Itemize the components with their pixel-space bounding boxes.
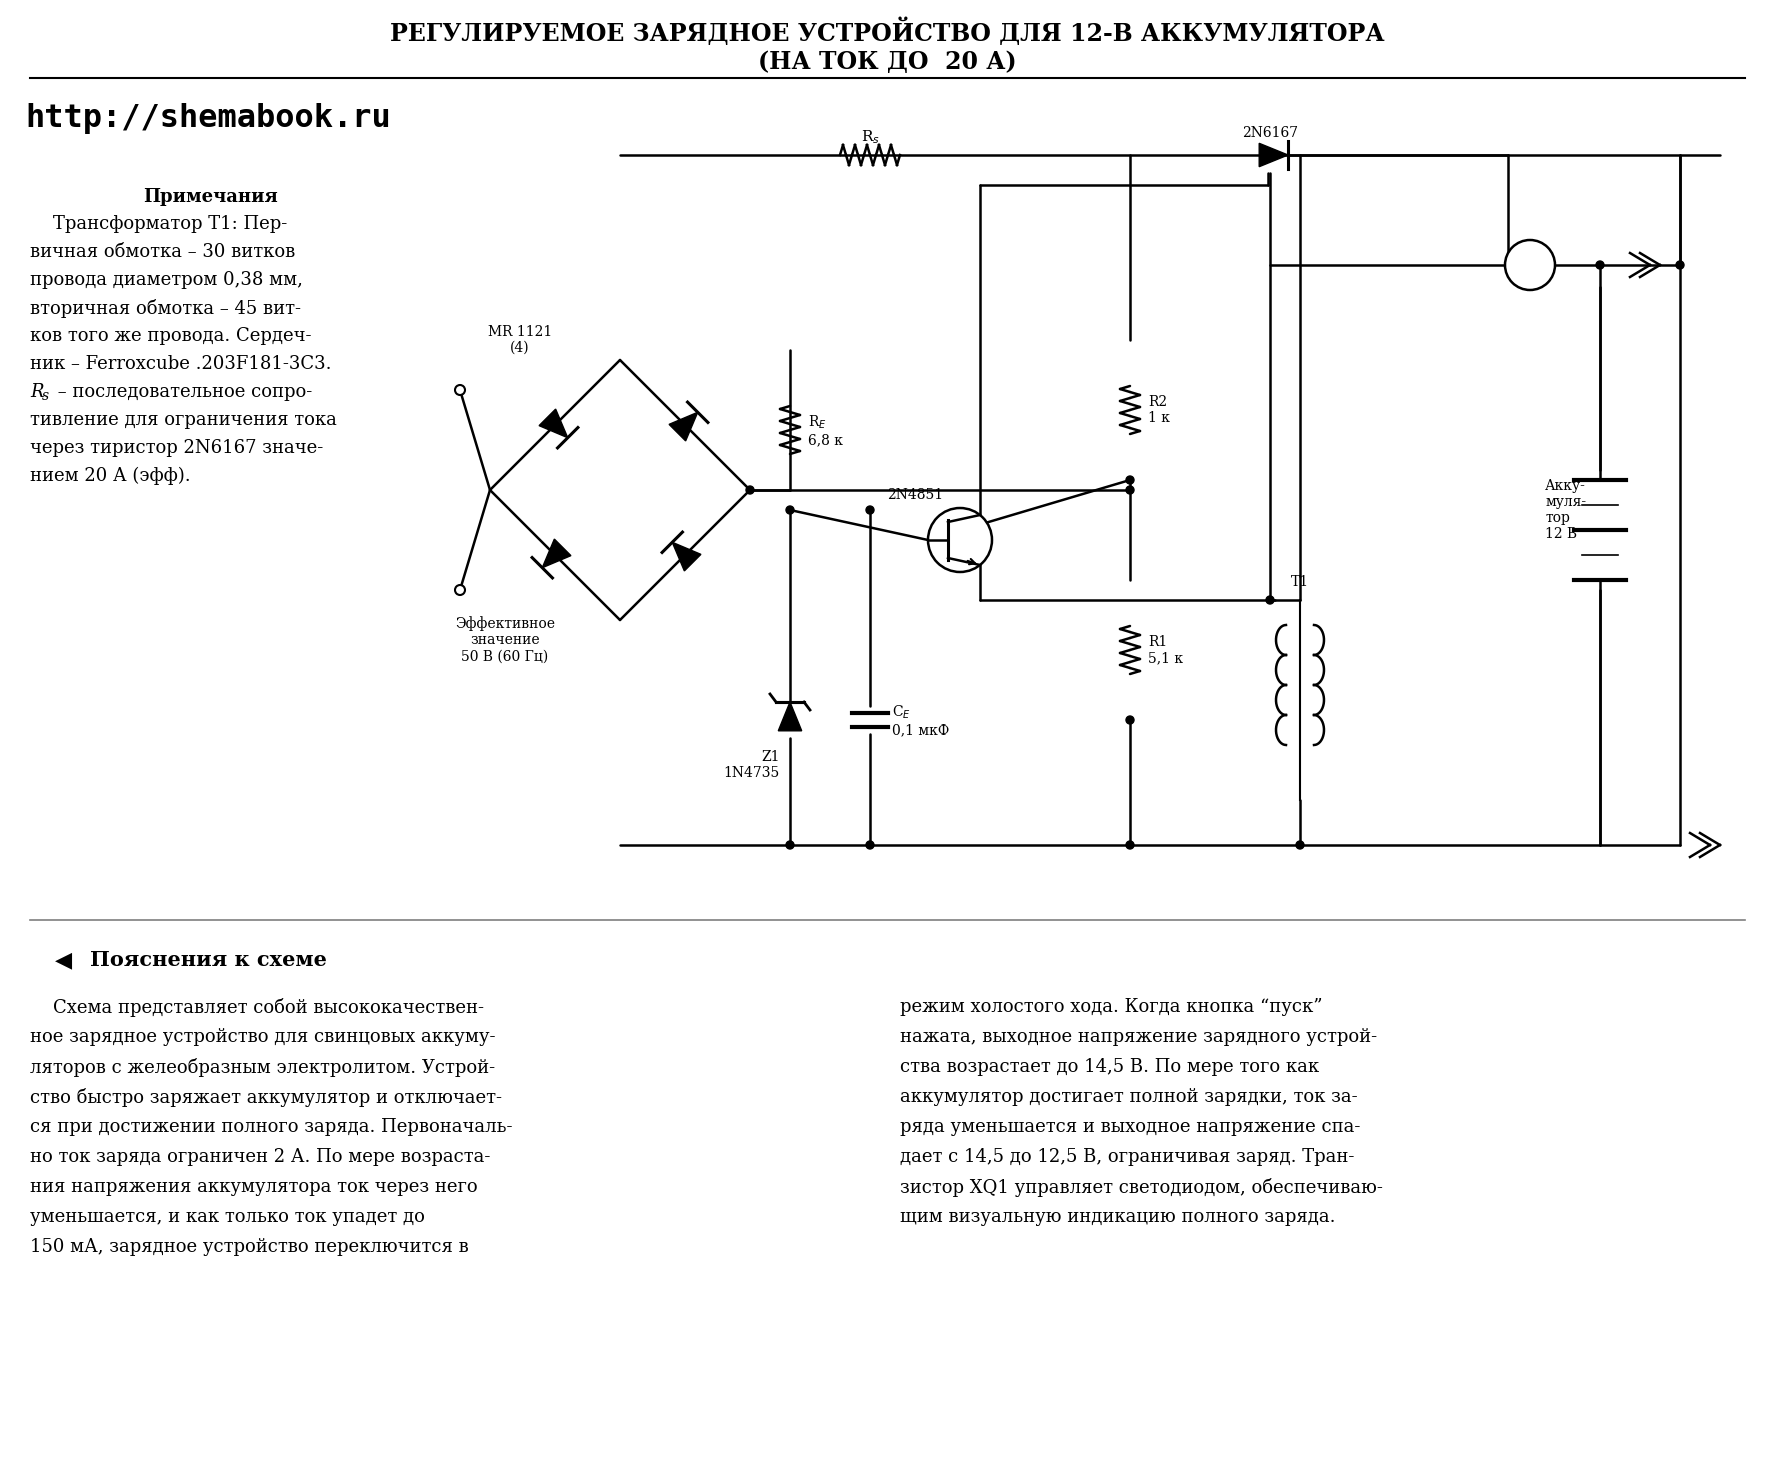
Circle shape	[1125, 486, 1134, 493]
Text: ряда уменьшается и выходное напряжение спа-: ряда уменьшается и выходное напряжение с…	[900, 1118, 1360, 1136]
Text: R$_E$
6,8 к: R$_E$ 6,8 к	[808, 414, 843, 448]
Text: s: s	[43, 388, 50, 403]
Circle shape	[1296, 840, 1305, 849]
Text: тивление для ограничения тока: тивление для ограничения тока	[30, 411, 337, 428]
Text: но ток заряда ограничен 2 А. По мере возраста-: но ток заряда ограничен 2 А. По мере воз…	[30, 1148, 490, 1165]
Polygon shape	[540, 409, 568, 437]
Text: ное зарядное устройство для свинцовых аккуму-: ное зарядное устройство для свинцовых ак…	[30, 1028, 495, 1046]
Circle shape	[1505, 239, 1555, 289]
Text: R1
5,1 к: R1 5,1 к	[1148, 635, 1184, 665]
Text: режим холостого хода. Когда кнопка “пуск”: режим холостого хода. Когда кнопка “пуск…	[900, 998, 1322, 1016]
Text: через тиристор 2N6167 значе-: через тиристор 2N6167 значе-	[30, 439, 323, 456]
Polygon shape	[777, 702, 802, 731]
Text: ник – Ferroxcube .203F181-3C3.: ник – Ferroxcube .203F181-3C3.	[30, 354, 332, 374]
Text: R$_s$: R$_s$	[861, 128, 879, 146]
Polygon shape	[669, 412, 698, 442]
Circle shape	[1266, 597, 1274, 604]
Text: уменьшается, и как только ток упадет до: уменьшается, и как только ток упадет до	[30, 1208, 424, 1226]
Circle shape	[1125, 840, 1134, 849]
Circle shape	[1676, 261, 1684, 269]
Polygon shape	[1258, 143, 1289, 167]
Text: ◀: ◀	[55, 950, 73, 970]
Text: Акку-
муля-
тор
12 В: Акку- муля- тор 12 В	[1544, 479, 1587, 541]
Text: Примечания: Примечания	[142, 188, 277, 205]
Text: аккумулятор достигает полной зарядки, ток за-: аккумулятор достигает полной зарядки, то…	[900, 1089, 1358, 1106]
Text: Эффективное
значение
50 В (60 Гц): Эффективное значение 50 В (60 Гц)	[454, 616, 556, 663]
Circle shape	[786, 840, 793, 849]
Text: дает с 14,5 до 12,5 В, ограничивая заряд. Тран-: дает с 14,5 до 12,5 В, ограничивая заряд…	[900, 1148, 1354, 1165]
Text: ков того же провода. Сердеч-: ков того же провода. Сердеч-	[30, 326, 311, 346]
Circle shape	[454, 585, 465, 595]
Circle shape	[454, 385, 465, 394]
Text: Трансформатор Т1: Пер-: Трансформатор Т1: Пер-	[30, 216, 288, 233]
Circle shape	[928, 508, 992, 572]
Text: вторичная обмотка – 45 вит-: вторичная обмотка – 45 вит-	[30, 298, 302, 318]
Text: R2
1 к: R2 1 к	[1148, 394, 1170, 425]
Text: ния напряжения аккумулятора ток через него: ния напряжения аккумулятора ток через не…	[30, 1179, 477, 1196]
Polygon shape	[543, 539, 572, 567]
Text: ства возрастает до 14,5 В. По мере того как: ства возрастает до 14,5 В. По мере того …	[900, 1058, 1319, 1077]
Text: T1: T1	[1290, 575, 1310, 589]
Text: 150 мА, зарядное устройство переключится в: 150 мА, зарядное устройство переключится…	[30, 1238, 469, 1255]
Text: (НА ТОК ДО  20 А): (НА ТОК ДО 20 А)	[758, 50, 1017, 74]
Text: – последовательное сопро-: – последовательное сопро-	[51, 383, 312, 400]
Circle shape	[1596, 261, 1605, 269]
Text: ляторов с желеобразным электролитом. Устрой-: ляторов с желеобразным электролитом. Уст…	[30, 1058, 495, 1077]
Text: провода диаметром 0,38 мм,: провода диаметром 0,38 мм,	[30, 270, 304, 289]
Text: нием 20 А (эфф).: нием 20 А (эфф).	[30, 467, 190, 486]
Circle shape	[1125, 476, 1134, 484]
Circle shape	[746, 486, 754, 493]
Text: Z1
1N4735: Z1 1N4735	[724, 750, 779, 780]
Text: ство быстро заряжает аккумулятор и отключает-: ство быстро заряжает аккумулятор и отклю…	[30, 1089, 502, 1106]
Circle shape	[866, 507, 873, 514]
Text: 2N4851: 2N4851	[888, 487, 943, 502]
Text: C$_E$
0,1 мкФ: C$_E$ 0,1 мкФ	[893, 703, 950, 737]
Polygon shape	[673, 542, 701, 572]
Circle shape	[866, 840, 873, 849]
Text: Схема представляет собой высококачествен-: Схема представляет собой высококачествен…	[30, 998, 485, 1018]
Text: http://shemabook.ru: http://shemabook.ru	[25, 102, 390, 133]
Text: ся при достижении полного заряда. Первоначаль-: ся при достижении полного заряда. Первон…	[30, 1118, 513, 1136]
Text: нажата, выходное напряжение зарядного устрой-: нажата, выходное напряжение зарядного ус…	[900, 1028, 1377, 1046]
Circle shape	[786, 507, 793, 514]
Text: зистор XQ1 управляет светодиодом, обеспечиваю-: зистор XQ1 управляет светодиодом, обеспе…	[900, 1179, 1383, 1196]
Text: щим визуальную индикацию полного заряда.: щим визуальную индикацию полного заряда.	[900, 1208, 1335, 1226]
Text: 2N6167: 2N6167	[1242, 126, 1298, 140]
Text: A: A	[1523, 256, 1537, 275]
Text: R: R	[30, 383, 44, 400]
Text: РЕГУЛИРУЕМОЕ ЗАРЯДНОЕ УСТРОЙСТВО ДЛЯ 12-В АККУМУЛЯТОРА: РЕГУЛИРУЕМОЕ ЗАРЯДНОЕ УСТРОЙСТВО ДЛЯ 12-…	[390, 18, 1384, 46]
Text: MR 1121
(4): MR 1121 (4)	[488, 325, 552, 354]
Text: вичная обмотка – 30 витков: вичная обмотка – 30 витков	[30, 244, 295, 261]
Circle shape	[1125, 716, 1134, 724]
Text: Пояснения к схеме: Пояснения к схеме	[91, 950, 327, 970]
